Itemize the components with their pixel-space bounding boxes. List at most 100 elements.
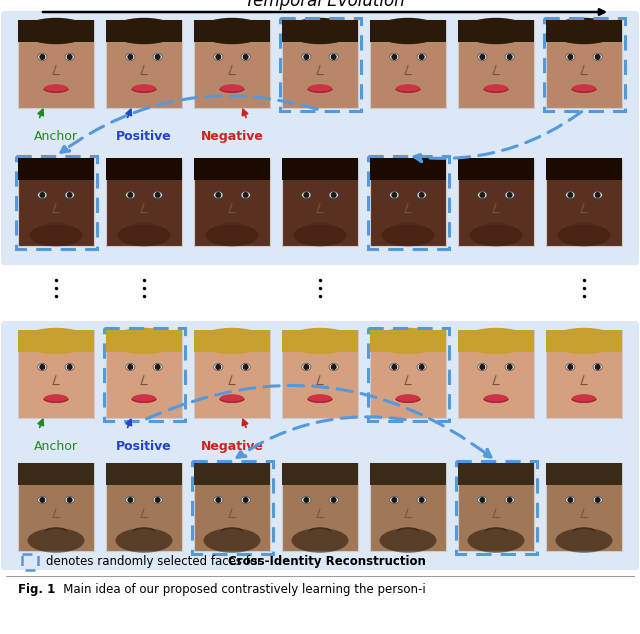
Ellipse shape	[291, 528, 349, 553]
Text: Temporal Evolution: Temporal Evolution	[245, 0, 405, 10]
Bar	[104, 328, 184, 420]
Circle shape	[243, 497, 249, 503]
Ellipse shape	[286, 328, 354, 354]
Ellipse shape	[205, 224, 259, 247]
Text: Fig. 1: Fig. 1	[18, 583, 55, 597]
Ellipse shape	[153, 363, 163, 370]
Ellipse shape	[477, 191, 487, 198]
Ellipse shape	[390, 53, 399, 60]
Circle shape	[215, 54, 221, 60]
Ellipse shape	[572, 84, 596, 93]
Bar	[546, 330, 622, 352]
Bar	[458, 330, 534, 418]
Bar	[370, 20, 446, 108]
Ellipse shape	[484, 84, 508, 93]
Ellipse shape	[566, 496, 575, 503]
Bar	[18, 463, 94, 551]
Circle shape	[243, 192, 249, 198]
Ellipse shape	[308, 84, 332, 93]
Text: denotes randomly selected faces for: denotes randomly selected faces for	[46, 555, 266, 569]
Ellipse shape	[214, 53, 223, 60]
Ellipse shape	[302, 191, 311, 198]
Bar	[18, 330, 94, 418]
Circle shape	[391, 54, 397, 60]
Ellipse shape	[374, 18, 442, 44]
Bar	[194, 158, 270, 246]
Ellipse shape	[198, 328, 266, 354]
Ellipse shape	[110, 328, 178, 354]
Circle shape	[67, 192, 73, 198]
Bar	[456, 460, 536, 553]
Bar	[18, 158, 94, 246]
Bar	[367, 155, 449, 249]
Bar	[546, 463, 622, 485]
Ellipse shape	[198, 18, 266, 44]
Ellipse shape	[65, 191, 74, 198]
Text: Anchor: Anchor	[34, 130, 78, 143]
Circle shape	[39, 364, 45, 370]
Ellipse shape	[125, 496, 135, 503]
Bar	[106, 20, 182, 42]
Bar	[458, 158, 534, 180]
Bar	[194, 330, 270, 352]
Bar	[106, 463, 182, 551]
Bar	[18, 20, 94, 42]
Ellipse shape	[22, 328, 90, 354]
Ellipse shape	[462, 18, 530, 44]
Ellipse shape	[381, 224, 435, 247]
Ellipse shape	[153, 53, 163, 60]
Ellipse shape	[38, 363, 47, 370]
Circle shape	[215, 364, 221, 370]
Bar	[282, 20, 358, 42]
Ellipse shape	[286, 18, 354, 44]
Bar	[18, 463, 94, 485]
Circle shape	[567, 497, 573, 503]
Bar	[18, 330, 94, 352]
Bar	[543, 18, 625, 110]
Bar	[18, 20, 94, 108]
Circle shape	[67, 497, 73, 503]
Ellipse shape	[153, 191, 163, 198]
Text: Negative: Negative	[200, 440, 264, 453]
Circle shape	[331, 364, 337, 370]
Circle shape	[39, 192, 45, 198]
Ellipse shape	[302, 363, 311, 370]
Ellipse shape	[390, 496, 399, 503]
Circle shape	[67, 54, 73, 60]
Circle shape	[567, 364, 573, 370]
Circle shape	[243, 54, 249, 60]
Ellipse shape	[125, 191, 135, 198]
Bar	[106, 330, 182, 418]
Bar	[106, 330, 182, 352]
Bar	[194, 463, 270, 551]
Bar	[546, 20, 622, 108]
Ellipse shape	[374, 328, 442, 354]
Ellipse shape	[220, 84, 244, 93]
Ellipse shape	[29, 224, 83, 247]
Ellipse shape	[38, 496, 47, 503]
Circle shape	[479, 54, 485, 60]
Circle shape	[155, 54, 161, 60]
Circle shape	[331, 497, 337, 503]
Ellipse shape	[566, 53, 575, 60]
Circle shape	[391, 497, 397, 503]
Ellipse shape	[28, 528, 84, 553]
Bar	[370, 20, 446, 42]
Circle shape	[155, 497, 161, 503]
Ellipse shape	[593, 363, 602, 370]
Bar	[546, 20, 622, 42]
Text: Positive: Positive	[116, 440, 172, 453]
Ellipse shape	[329, 496, 339, 503]
Ellipse shape	[125, 363, 135, 370]
Text: Main idea of our proposed contrastively learning the person-i: Main idea of our proposed contrastively …	[52, 583, 426, 597]
Bar	[15, 155, 97, 249]
Ellipse shape	[302, 53, 311, 60]
Circle shape	[303, 54, 309, 60]
Circle shape	[595, 364, 601, 370]
Bar	[282, 463, 358, 485]
Circle shape	[507, 192, 513, 198]
Bar	[106, 158, 182, 246]
Bar	[282, 20, 358, 108]
Circle shape	[155, 364, 161, 370]
Circle shape	[419, 54, 425, 60]
